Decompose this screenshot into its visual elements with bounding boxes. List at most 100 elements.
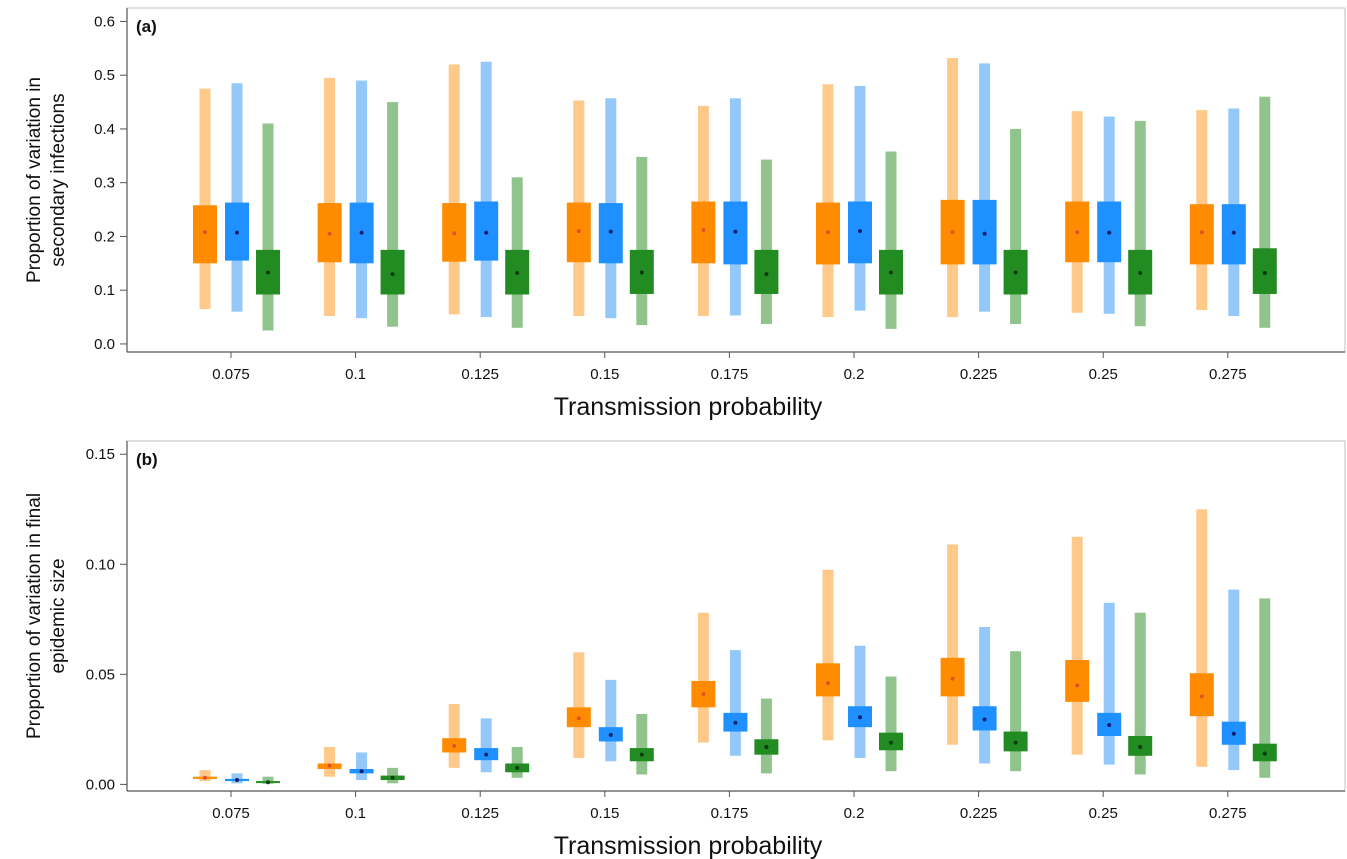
outer-interval-bar xyxy=(979,627,991,764)
median-point xyxy=(1138,270,1143,275)
outer-interval-bar xyxy=(854,85,866,311)
median-point xyxy=(266,270,270,275)
median-point xyxy=(950,676,955,681)
y-tick-label: 0.2 xyxy=(94,228,115,245)
x-tick-label: 0.15 xyxy=(590,366,619,383)
outer-interval-bar xyxy=(822,569,834,741)
y-tick-label: 0.1 xyxy=(94,282,115,299)
outer-interval-bar xyxy=(356,752,368,780)
outer-interval-bar xyxy=(1010,651,1022,772)
median-point xyxy=(1231,731,1236,736)
median-point xyxy=(452,231,457,236)
outer-interval-bar xyxy=(480,718,492,773)
median-point xyxy=(701,227,706,232)
outer-interval-bar xyxy=(573,652,585,758)
outer-interval-bar xyxy=(1196,509,1208,767)
median-point xyxy=(982,231,987,236)
outer-interval-bar xyxy=(697,612,709,743)
outer-interval-bar xyxy=(885,151,897,329)
y-tick-label: 0.5 xyxy=(94,67,115,84)
median-point xyxy=(1262,751,1267,756)
median-point xyxy=(203,230,207,235)
median-point xyxy=(858,715,862,720)
median-point xyxy=(639,752,644,757)
outer-interval-bar xyxy=(199,88,211,309)
outer-interval-bar xyxy=(199,770,211,782)
x-tick-label: 0.275 xyxy=(1209,366,1247,383)
x-tick-label: 0.125 xyxy=(461,805,499,822)
y-tick-label: 0.3 xyxy=(94,175,115,192)
outer-interval-bar xyxy=(605,679,617,762)
median-point xyxy=(576,229,581,234)
outer-interval-bar xyxy=(387,102,399,327)
y-tick-label: 0.00 xyxy=(86,776,115,793)
outer-interval-bar xyxy=(480,61,492,318)
median-point xyxy=(1075,683,1080,688)
median-point xyxy=(608,732,613,737)
median-point xyxy=(1107,230,1112,235)
median-point xyxy=(1138,744,1143,749)
y-tick-label: 0.0 xyxy=(94,336,115,353)
median-point xyxy=(982,717,987,722)
y-tick-label: 0.4 xyxy=(94,121,115,138)
median-point xyxy=(359,230,364,235)
outer-interval-bar xyxy=(636,713,648,775)
y-axis-title: Proportion of variation in final epidemic… xyxy=(24,493,69,739)
x-tick-label: 0.225 xyxy=(960,366,998,383)
outer-interval-bar xyxy=(885,676,897,772)
x-tick-label: 0.1 xyxy=(345,366,366,383)
outer-interval-bar xyxy=(1134,120,1146,327)
outer-interval-bar xyxy=(448,64,460,315)
y-tick-label: 0.10 xyxy=(86,556,115,573)
y-axis-title: Proportion of variation in secondary infe… xyxy=(24,77,69,283)
outer-interval-bar xyxy=(356,80,368,319)
outer-interval-bar xyxy=(511,746,523,778)
median-point xyxy=(390,775,395,780)
x-tick-label: 0.175 xyxy=(711,805,749,822)
y-tick-label: 0.15 xyxy=(86,446,115,463)
outer-interval-bar xyxy=(947,57,959,318)
x-tick-label: 0.1 xyxy=(345,805,366,822)
outer-interval-bar xyxy=(1259,598,1271,778)
x-tick-label: 0.2 xyxy=(844,805,865,822)
x-tick-label: 0.15 xyxy=(590,805,619,822)
median-point xyxy=(733,720,738,725)
outer-interval-bar xyxy=(947,544,959,745)
y-tick-label: 0.05 xyxy=(86,666,115,683)
x-tick-label: 0.275 xyxy=(1209,805,1247,822)
x-tick-label: 0.075 xyxy=(212,805,250,822)
x-tick-label: 0.25 xyxy=(1089,805,1118,822)
outer-interval-bar xyxy=(854,645,866,758)
y-axis-title-line: epidemic size xyxy=(48,558,69,673)
outer-interval-bar xyxy=(262,123,274,331)
inner-interval-box xyxy=(193,205,217,264)
outer-interval-bar xyxy=(760,159,772,325)
median-point xyxy=(1199,694,1204,699)
x-axis-title: Transmission probability xyxy=(554,832,823,859)
outer-interval-bar xyxy=(729,650,741,756)
median-point xyxy=(1107,722,1112,727)
median-point xyxy=(576,716,581,721)
x-tick-label: 0.25 xyxy=(1089,366,1118,383)
median-point xyxy=(1199,230,1204,235)
y-axis-title-line: Proportion of variation in final xyxy=(24,493,45,739)
median-point xyxy=(327,231,332,236)
outer-interval-bar xyxy=(979,63,991,312)
median-point xyxy=(1231,230,1236,235)
inner-interval-box xyxy=(754,249,779,294)
outer-interval-bar xyxy=(1228,589,1240,771)
outer-interval-bar xyxy=(1071,536,1083,755)
outer-interval-bar xyxy=(1259,96,1271,328)
median-point xyxy=(889,270,893,275)
median-point xyxy=(203,775,207,780)
x-axis-title: Transmission probability xyxy=(554,393,823,421)
outer-interval-bar xyxy=(324,77,336,316)
median-point xyxy=(484,752,489,757)
y-axis-title-line: Proportion of variation in xyxy=(24,77,45,283)
inner-interval-box xyxy=(1065,660,1090,702)
median-point xyxy=(1013,270,1018,275)
median-point xyxy=(452,743,457,748)
outer-interval-bar xyxy=(1010,128,1022,325)
